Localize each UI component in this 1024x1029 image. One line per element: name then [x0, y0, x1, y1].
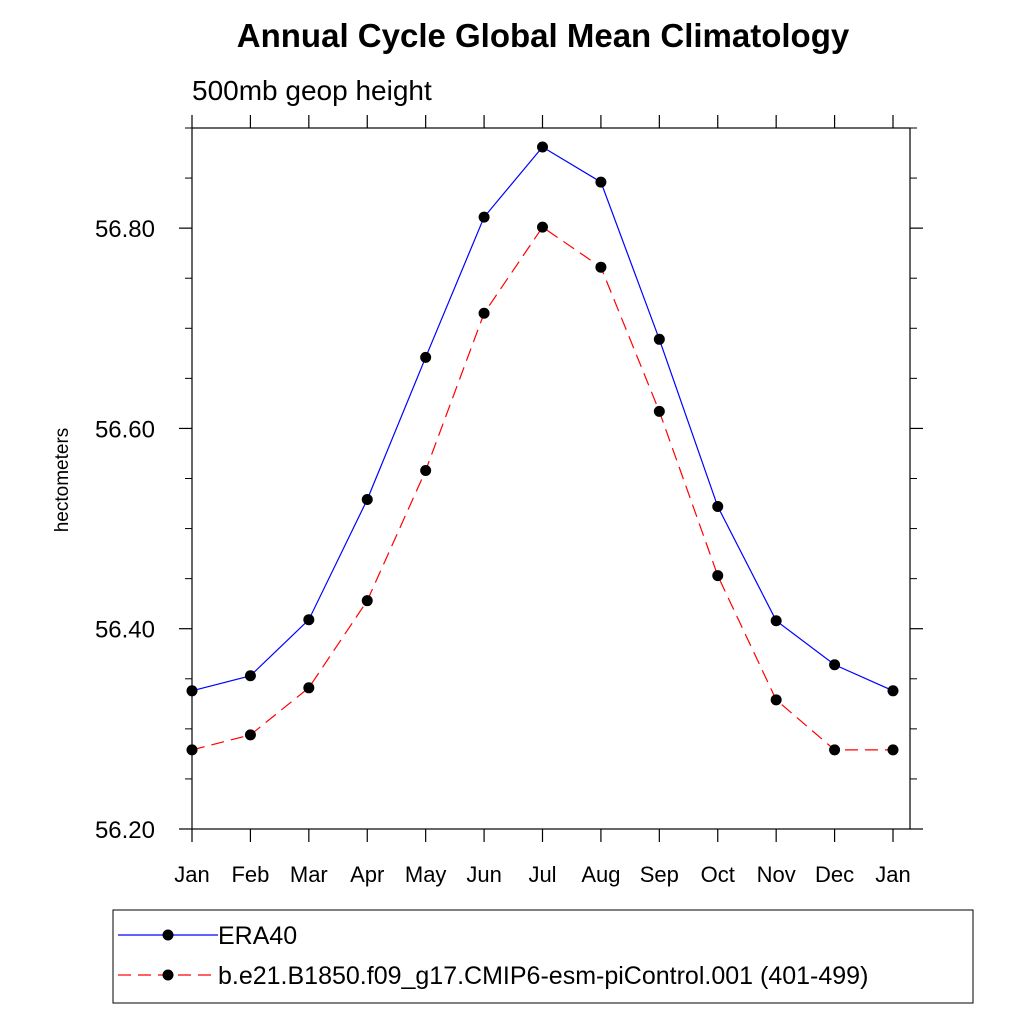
x-tick-label: Nov	[757, 862, 796, 887]
series-line-2	[191, 226, 893, 751]
chart-title: Annual Cycle Global Mean Climatology	[237, 17, 850, 54]
series-2-point	[829, 744, 841, 756]
y-tick-label: 56.80	[95, 216, 155, 243]
x-tick-label: Aug	[581, 862, 620, 887]
series-2-point	[770, 694, 782, 706]
x-tick-label: Dec	[815, 862, 854, 887]
series-2-point	[653, 405, 665, 417]
series-1-point	[244, 670, 256, 682]
y-tick-label: 56.60	[95, 416, 155, 443]
series-2-point	[420, 464, 432, 476]
series-1-point	[537, 141, 548, 153]
legend: ERA40 b.e21.B1850.f09_g17.CMIP6-esm-piCon…	[112, 909, 974, 1004]
x-tick-label: Jan	[875, 862, 910, 887]
series-2-point	[537, 221, 548, 233]
series-1-point	[712, 501, 724, 513]
series-1-point	[653, 333, 665, 345]
legend-label-1: ERA40	[218, 922, 297, 950]
series-2-point	[186, 744, 198, 756]
x-tick-label: Jun	[466, 862, 501, 887]
x-tick-label: Sep	[640, 862, 679, 887]
series-2-point	[712, 570, 724, 582]
x-tick-label: May	[405, 862, 447, 887]
x-tick-label: Mar	[290, 862, 328, 887]
legend-label-2: b.e21.B1850.f09_g17.CMIP6-esm-piControl.…	[218, 962, 868, 990]
series-2-point	[303, 682, 315, 694]
series-2-point	[478, 307, 490, 319]
series-1-point	[361, 494, 373, 506]
x-tick-label: Feb	[231, 862, 269, 887]
series-1-point	[829, 659, 841, 671]
y-tick-label: 56.40	[95, 617, 155, 644]
series-2-point	[887, 744, 899, 756]
series-1-point	[420, 351, 432, 363]
series-1-point	[478, 211, 490, 223]
chart-subtitle: 500mb geop height	[192, 75, 432, 106]
x-tick-label: Jul	[528, 862, 556, 887]
y-axis-label: hectometers	[52, 428, 73, 533]
legend-marker-2	[162, 969, 174, 981]
x-tick-label: Jan	[174, 862, 209, 887]
series-1-point	[887, 685, 899, 697]
series-1-point	[186, 685, 198, 697]
series-2-point	[595, 261, 607, 273]
x-tick-label: Oct	[701, 862, 735, 887]
legend-marker-1	[162, 929, 174, 941]
legend-box	[112, 909, 974, 1004]
series-1-point	[770, 615, 782, 627]
series-1-point	[595, 176, 607, 188]
y-tick-label: 56.20	[95, 817, 155, 844]
series-1-point	[303, 614, 315, 626]
x-tick-label: Apr	[350, 862, 384, 887]
series-2-point	[244, 729, 256, 741]
series-2-point	[361, 595, 373, 607]
